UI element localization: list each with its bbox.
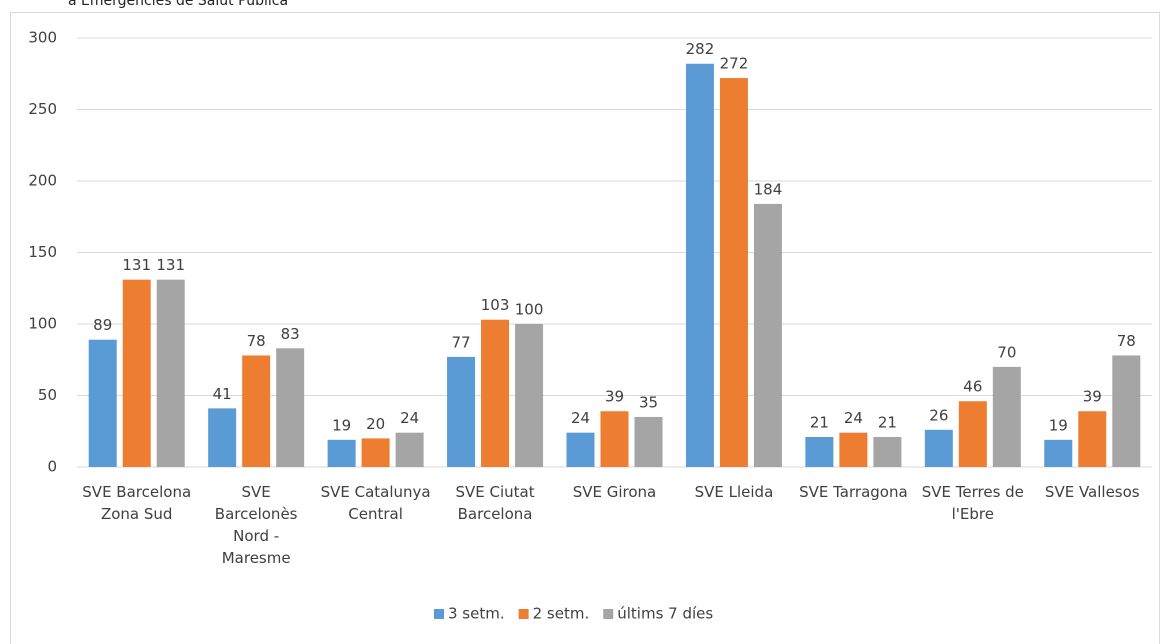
data-label: 19 bbox=[1049, 416, 1068, 434]
bar bbox=[122, 279, 151, 467]
bar bbox=[958, 401, 987, 467]
bar bbox=[515, 324, 544, 467]
y-tick-label: 0 bbox=[47, 458, 57, 476]
data-label: 39 bbox=[1083, 388, 1102, 406]
bar bbox=[208, 408, 237, 467]
legend-swatch bbox=[434, 609, 444, 619]
data-label: 24 bbox=[571, 409, 590, 427]
data-label: 46 bbox=[963, 378, 982, 396]
legend-label: 2 setm. bbox=[533, 605, 590, 623]
y-tick-label: 200 bbox=[28, 172, 57, 190]
bar bbox=[481, 319, 510, 467]
data-label: 24 bbox=[844, 409, 863, 427]
bar bbox=[1112, 355, 1141, 467]
bar bbox=[156, 279, 185, 467]
bar bbox=[361, 438, 390, 467]
data-label: 131 bbox=[156, 256, 185, 274]
bar bbox=[753, 203, 782, 467]
x-tick-label: SVE Barcelonès Nord - Maresme bbox=[214, 483, 298, 567]
data-label: 184 bbox=[754, 180, 783, 198]
x-tick-label: SVE Terres de l'Ebre bbox=[921, 483, 1024, 523]
bar bbox=[719, 78, 748, 467]
bar bbox=[276, 348, 305, 467]
bar bbox=[1078, 411, 1107, 467]
data-label: 24 bbox=[400, 409, 419, 427]
data-label: 103 bbox=[481, 296, 510, 314]
x-tick-label: SVE Girona bbox=[572, 483, 657, 501]
y-tick-label: 100 bbox=[28, 315, 57, 333]
data-label: 21 bbox=[878, 413, 897, 431]
data-label: 21 bbox=[810, 413, 829, 431]
data-label: 26 bbox=[929, 406, 948, 424]
legend-swatch bbox=[518, 609, 529, 619]
data-label: 131 bbox=[122, 256, 151, 274]
x-tick-label: SVE Tarragona bbox=[799, 483, 908, 501]
x-tick-label: SVE Catalunya Central bbox=[320, 483, 431, 523]
bar bbox=[566, 432, 595, 467]
legend-swatch bbox=[603, 609, 614, 619]
data-label: 272 bbox=[720, 55, 749, 73]
bar bbox=[242, 355, 271, 467]
data-label: 41 bbox=[213, 385, 232, 403]
data-label: 83 bbox=[281, 325, 300, 343]
x-tick-label: SVE Barcelona Zona Sud bbox=[82, 483, 192, 523]
bar bbox=[992, 366, 1021, 467]
y-tick-label: 150 bbox=[28, 243, 57, 261]
x-tick-label: SVE Lleida bbox=[694, 483, 774, 501]
data-label: 100 bbox=[515, 301, 544, 319]
bar bbox=[1044, 439, 1073, 467]
bar bbox=[839, 432, 868, 467]
data-label: 39 bbox=[605, 388, 624, 406]
data-label: 78 bbox=[1117, 332, 1136, 350]
legend-label: 3 setm. bbox=[448, 605, 505, 623]
chart-title: a Emergències de Salut Pública bbox=[68, 0, 288, 9]
chart-border bbox=[10, 12, 1160, 644]
y-tick-label: 250 bbox=[28, 100, 57, 118]
bar bbox=[634, 416, 663, 467]
data-label: 20 bbox=[366, 415, 385, 433]
legend-label: últims 7 díes bbox=[617, 605, 713, 623]
bar bbox=[600, 411, 629, 467]
x-tick-label: SVE Ciutat Barcelona bbox=[455, 483, 535, 523]
bar bbox=[395, 432, 424, 467]
y-tick-label: 50 bbox=[38, 386, 57, 404]
x-tick-label: SVE Vallesos bbox=[1044, 483, 1140, 501]
y-tick-label: 300 bbox=[28, 29, 57, 47]
bar bbox=[873, 436, 902, 467]
data-label: 70 bbox=[997, 343, 1016, 361]
bar bbox=[447, 356, 476, 467]
data-label: 78 bbox=[247, 332, 266, 350]
bar bbox=[805, 436, 834, 467]
bar bbox=[327, 439, 356, 467]
bar bbox=[685, 63, 714, 468]
data-label: 89 bbox=[93, 316, 112, 334]
data-label: 77 bbox=[452, 333, 471, 351]
data-label: 35 bbox=[639, 393, 658, 411]
bar bbox=[88, 339, 117, 467]
data-label: 19 bbox=[332, 416, 351, 434]
bar bbox=[924, 429, 953, 467]
data-label: 282 bbox=[686, 40, 715, 58]
